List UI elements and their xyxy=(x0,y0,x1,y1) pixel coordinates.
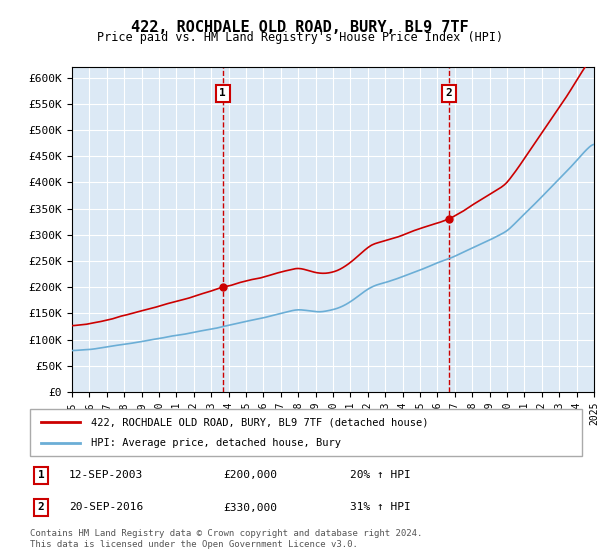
Text: 422, ROCHDALE OLD ROAD, BURY, BL9 7TF: 422, ROCHDALE OLD ROAD, BURY, BL9 7TF xyxy=(131,20,469,35)
Text: 422, ROCHDALE OLD ROAD, BURY, BL9 7TF (detached house): 422, ROCHDALE OLD ROAD, BURY, BL9 7TF (d… xyxy=(91,417,428,427)
Text: Contains HM Land Registry data © Crown copyright and database right 2024.
This d: Contains HM Land Registry data © Crown c… xyxy=(30,529,422,549)
Text: 20% ↑ HPI: 20% ↑ HPI xyxy=(350,470,411,480)
Text: 12-SEP-2003: 12-SEP-2003 xyxy=(68,470,143,480)
Text: 1: 1 xyxy=(220,88,226,98)
Text: HPI: Average price, detached house, Bury: HPI: Average price, detached house, Bury xyxy=(91,438,341,448)
Text: 1: 1 xyxy=(38,470,44,480)
Text: £330,000: £330,000 xyxy=(223,502,277,512)
Text: 2: 2 xyxy=(38,502,44,512)
Text: 31% ↑ HPI: 31% ↑ HPI xyxy=(350,502,411,512)
Text: 20-SEP-2016: 20-SEP-2016 xyxy=(68,502,143,512)
Text: Price paid vs. HM Land Registry's House Price Index (HPI): Price paid vs. HM Land Registry's House … xyxy=(97,31,503,44)
Text: £200,000: £200,000 xyxy=(223,470,277,480)
FancyBboxPatch shape xyxy=(30,409,582,456)
Text: 2: 2 xyxy=(446,88,452,98)
